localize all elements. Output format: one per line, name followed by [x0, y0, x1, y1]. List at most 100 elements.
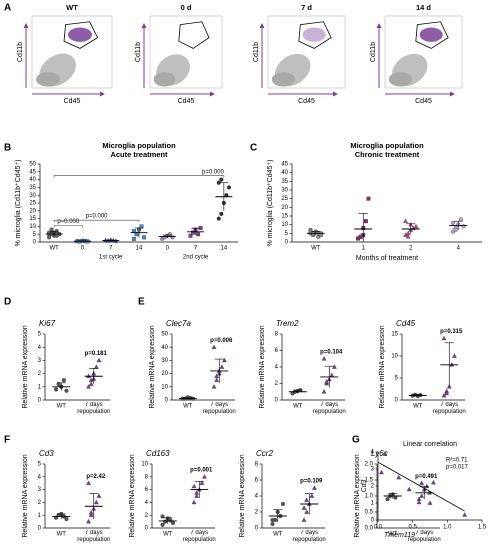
point	[458, 217, 463, 222]
point	[47, 235, 52, 240]
x-tick-label-box: 7 days repopulation	[408, 530, 441, 543]
gated-cluster	[419, 27, 443, 42]
y-label: Cd11b	[370, 42, 377, 62]
flow-title: 0 d	[181, 3, 192, 12]
point	[191, 230, 195, 235]
cycle-label: 2nd cycle	[183, 255, 209, 261]
y-tick-label: 4	[371, 450, 375, 456]
y-tick-label: 30	[29, 193, 36, 199]
y-tick-label: 4	[38, 345, 42, 351]
point	[301, 517, 307, 522]
y-tick-label: 35	[281, 179, 288, 185]
point	[219, 211, 224, 216]
panel-letter: B	[4, 143, 11, 154]
point	[270, 521, 275, 527]
event-cloud	[39, 53, 76, 87]
point	[321, 389, 327, 394]
y-tick-label: 15	[29, 216, 36, 222]
point	[396, 474, 402, 480]
y-tick-label: 10	[391, 354, 398, 360]
y-label: Relative mRNA expression	[22, 325, 29, 408]
x-tick-label: WT	[311, 246, 321, 252]
y-tick-label: 2	[38, 371, 42, 377]
point	[86, 480, 91, 485]
panel-letter: A	[4, 3, 11, 14]
p-value: p=0.491	[415, 474, 438, 480]
gated-cluster	[68, 27, 92, 42]
y-tick-label: 40	[281, 170, 288, 176]
y-label: Cd3	[361, 479, 368, 492]
gene-title: Cd163	[146, 449, 170, 458]
gene-title: Ccr2	[256, 449, 273, 458]
event-cloud	[388, 72, 412, 87]
gated-cluster	[302, 27, 326, 42]
x-tick-label: 0.5	[408, 525, 417, 531]
bracket	[53, 219, 140, 223]
x-tick-label: 14	[221, 246, 228, 252]
y-tick-label: 15	[281, 214, 288, 220]
y-tick-label: 20	[281, 205, 288, 211]
y-tick-label: 40	[161, 345, 168, 351]
x-label: Cd45	[178, 98, 195, 105]
point	[211, 344, 217, 349]
y-tick-label: 3	[38, 358, 42, 364]
point	[419, 480, 425, 485]
arrow-head	[210, 91, 215, 97]
y-tick-label: 8	[255, 462, 259, 468]
y-tick-label: 0	[285, 240, 289, 246]
point	[444, 390, 450, 396]
y-tick-label: 0.0	[365, 526, 374, 532]
y-tick-label: 45	[29, 169, 36, 175]
y-tick-label: 8	[275, 332, 279, 338]
y-tick-label: 20	[161, 371, 168, 377]
point	[188, 233, 193, 238]
point	[304, 509, 310, 514]
point	[385, 497, 390, 502]
x-tick-label: WT	[293, 404, 303, 410]
bracket	[53, 225, 83, 228]
point	[419, 493, 425, 498]
point	[216, 216, 221, 221]
stat-label: R²=0.71	[446, 458, 468, 464]
x-label: Cd45	[64, 98, 81, 105]
point	[160, 522, 165, 527]
arrow-head	[376, 23, 382, 28]
x-tick-label: 0	[81, 246, 85, 252]
x-tick-label: 14	[136, 246, 143, 252]
point	[199, 480, 205, 485]
x-label: Tmem119	[384, 532, 415, 539]
chart-title: Linear correlation	[403, 441, 457, 448]
y-tick-label: 4	[145, 500, 149, 506]
gene-title: Cd45	[396, 319, 416, 328]
y-tick-label: 30	[161, 358, 168, 364]
arrow-head	[141, 23, 147, 28]
point	[198, 226, 203, 230]
point	[170, 235, 175, 240]
point	[358, 234, 363, 239]
x-tick-label-box: 7 days repopulation	[203, 402, 236, 415]
point	[312, 485, 317, 490]
arrow-head	[333, 91, 338, 97]
arrow-head	[23, 23, 29, 28]
point	[56, 382, 61, 387]
y-tick-label: 0.5	[365, 510, 374, 516]
chart-subtitle: Acute treatment	[110, 150, 168, 159]
panel-letter: E	[138, 297, 145, 308]
x-tick-label: 1	[362, 246, 366, 252]
point	[214, 377, 220, 382]
point	[219, 364, 225, 369]
y-tick-label: 6	[255, 478, 259, 484]
y-tick-label: 40	[29, 177, 36, 183]
y-tick-label: 50	[161, 332, 168, 338]
panel-letter: C	[250, 143, 257, 154]
point	[167, 232, 172, 237]
y-tick-label: 2	[145, 513, 149, 519]
y-label: Cd11b	[135, 42, 142, 62]
y-tick-label: 4	[255, 494, 259, 500]
x-tick-label: WT	[163, 532, 173, 538]
p-value: p=0.001	[190, 467, 213, 473]
point	[131, 236, 136, 241]
p-value: p=0.000	[57, 219, 80, 225]
y-tick-label: 0	[38, 526, 42, 532]
